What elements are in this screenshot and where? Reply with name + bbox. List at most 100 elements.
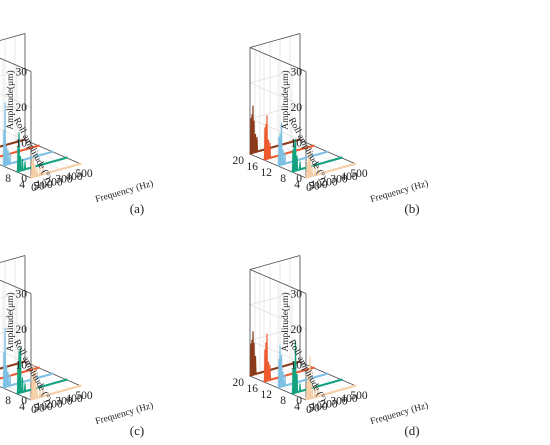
z-tick-label: 10 — [291, 360, 303, 372]
spectrum-series — [2, 327, 54, 389]
grid-line — [0, 104, 26, 112]
freq-tick-label: 0 — [31, 182, 37, 194]
spectrum-series — [263, 333, 315, 383]
axis-line — [0, 279, 32, 294]
grid-line — [0, 68, 26, 77]
freq-tick-label: 0 — [306, 182, 312, 194]
freq-tick-label: 400 — [340, 393, 358, 405]
freq-tick-label: 200 — [45, 176, 63, 188]
freq-tick-label: 500 — [350, 390, 368, 402]
roll-tick-label: 20 — [233, 155, 245, 167]
freq-tick-label: 50 — [33, 181, 45, 193]
z-tick-label: 20 — [16, 324, 28, 336]
z-tick-label: 10 — [291, 138, 303, 150]
grid-line — [0, 326, 26, 334]
axis-line — [249, 47, 307, 72]
z-tick-label: 0 — [296, 173, 302, 185]
freq-tick-label: 50 — [308, 403, 320, 415]
z-tick-label: 0 — [296, 395, 302, 407]
freq-tick-label: 500 — [75, 390, 93, 402]
axis-line — [249, 269, 307, 294]
freq-axis-title: Frequency (Hz) — [94, 178, 155, 205]
grid-line — [0, 255, 26, 263]
z-tick-label: 20 — [291, 102, 303, 114]
grid-line — [0, 128, 32, 143]
z-tick-label: 0 — [21, 395, 27, 407]
freq-axis-title: Frequency (Hz) — [369, 400, 430, 427]
chart-panel: 010203048121620050100200300400500Amplitu… — [0, 33, 155, 216]
roll-tick-label: 12 — [261, 167, 273, 179]
grid-line — [249, 68, 301, 84]
z-tick-label: 30 — [291, 67, 303, 79]
grid-line — [0, 350, 32, 365]
freq-tick-label: 300 — [55, 396, 73, 408]
spectrum-series — [30, 363, 82, 401]
roll-tick-label: 16 — [247, 383, 259, 395]
grid-line — [249, 304, 307, 330]
z-tick-label: 30 — [16, 289, 28, 301]
freq-tick-label: 400 — [65, 393, 83, 405]
freq-tick-label: 200 — [45, 398, 63, 410]
spectrum-series — [291, 138, 343, 173]
z-tick-label: 20 — [291, 324, 303, 336]
freq-tick-label: 200 — [320, 398, 338, 410]
z-axis-title: Amplitude(μm) — [280, 292, 291, 351]
grid-line — [249, 326, 301, 341]
z-axis-title: Amplitude(μm) — [280, 70, 291, 129]
spectrum-series — [2, 102, 54, 167]
z-tick-label: 30 — [291, 289, 303, 301]
roll-tick-label: 8 — [280, 395, 286, 407]
spectrum-series — [277, 344, 329, 389]
z-axis-title: Amplitude(μm) — [5, 292, 16, 351]
freq-tick-label: 300 — [330, 396, 348, 408]
panel-letter: (b) — [404, 201, 419, 216]
z-axis-title: Amplitude(μm) — [5, 70, 16, 129]
z-tick-label: 10 — [16, 138, 28, 150]
freq-tick-label: 100 — [35, 401, 53, 413]
freq-tick-label: 400 — [65, 171, 83, 183]
roll-tick-label: 4 — [19, 401, 25, 413]
grid-line — [249, 104, 301, 119]
spectrum-series — [30, 155, 82, 179]
spectrum-series — [249, 331, 301, 377]
axis-line — [249, 255, 301, 270]
spectrum-series — [305, 356, 357, 401]
chart-panel: 010203048121620050100200300400500Amplitu… — [0, 255, 155, 438]
z-tick-label: 10 — [16, 360, 28, 372]
z-tick-label: 20 — [16, 102, 28, 114]
spectrum-series — [16, 132, 68, 173]
roll-tick-label: 16 — [247, 161, 259, 173]
z-tick-label: 30 — [16, 67, 28, 79]
freq-tick-label: 200 — [320, 176, 338, 188]
grid-line — [249, 118, 307, 143]
grid-line — [249, 340, 307, 365]
axis-line — [0, 33, 26, 41]
roll-tick-label: 20 — [233, 377, 245, 389]
spectrum-series — [249, 105, 301, 155]
freq-tick-label: 100 — [310, 401, 328, 413]
chart-panel: 010203048121620050100200300400500Amplitu… — [233, 255, 430, 438]
spectrum-series — [263, 115, 315, 161]
axis-line — [0, 57, 32, 72]
grid-line — [249, 82, 307, 108]
roll-tick-label: 4 — [19, 179, 25, 191]
freq-tick-label: 400 — [340, 171, 358, 183]
roll-tick-label: 8 — [5, 395, 11, 407]
freq-axis-title: Frequency (Hz) — [369, 178, 430, 205]
freq-tick-label: 300 — [55, 174, 73, 186]
roll-tick-label: 4 — [294, 401, 300, 413]
roll-tick-label: 8 — [5, 173, 11, 185]
spectrum-series — [291, 340, 343, 395]
roll-tick-label: 4 — [294, 179, 300, 191]
grid-line — [249, 290, 301, 306]
chart-panel: 010203048121620050100200300400500Amplitu… — [233, 33, 430, 216]
freq-tick-label: 0 — [31, 404, 37, 416]
axis-line — [0, 255, 26, 263]
z-tick-label: 0 — [21, 173, 27, 185]
freq-tick-label: 0 — [306, 404, 312, 416]
freq-tick-label: 500 — [75, 168, 93, 180]
spectrum-series — [277, 122, 329, 167]
freq-tick-label: 50 — [33, 403, 45, 415]
freq-tick-label: 100 — [35, 179, 53, 191]
